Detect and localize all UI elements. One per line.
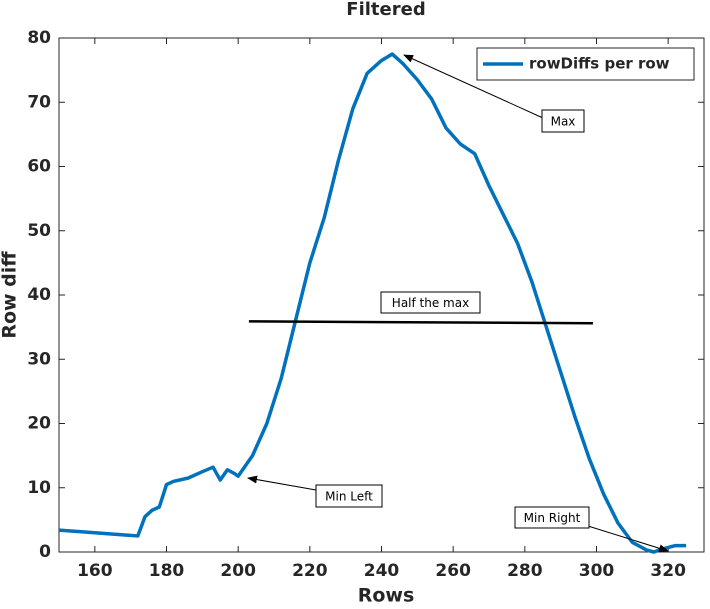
y-tick-label: 40 <box>27 285 51 305</box>
x-tick-label: 180 <box>149 561 185 581</box>
annotation-arrow <box>403 54 544 119</box>
annotation-box <box>380 291 481 314</box>
annotation-arrow <box>247 475 317 491</box>
x-axis-label: Rows <box>358 585 415 606</box>
x-tick-label: 260 <box>435 561 471 581</box>
annotation-text: Min Right <box>524 511 581 525</box>
x-tick-label: 280 <box>507 561 543 581</box>
legend-label: rowDiffs per row <box>529 55 670 73</box>
y-axis-label: Row diff <box>0 251 21 339</box>
x-tick-label: 220 <box>292 561 328 581</box>
x-tick-label: 320 <box>650 561 686 581</box>
y-tick-label: 70 <box>27 92 51 112</box>
y-tick-label: 10 <box>27 478 51 498</box>
annotation-text: Half the max <box>392 296 469 310</box>
x-tick-label: 160 <box>77 561 113 581</box>
annotation-arrow <box>587 525 669 553</box>
x-tick-label: 200 <box>220 561 256 581</box>
y-tick-label: 50 <box>27 221 51 241</box>
annotation-box <box>514 506 590 529</box>
annotation-text: Min Left <box>325 490 373 504</box>
y-tick-label: 80 <box>27 28 51 48</box>
annotation-box <box>541 109 585 133</box>
annotation-box <box>315 484 383 508</box>
y-tick-label: 20 <box>27 414 51 434</box>
data-line <box>58 52 687 554</box>
y-tick-label: 0 <box>39 542 51 562</box>
annotation-text: Max <box>551 115 576 129</box>
reference-line <box>248 320 593 325</box>
y-tick-label: 30 <box>27 349 51 369</box>
chart-title: Filtered <box>346 0 425 20</box>
y-tick-label: 60 <box>27 157 51 177</box>
x-tick-label: 240 <box>364 561 400 581</box>
x-tick-label: 300 <box>579 561 615 581</box>
